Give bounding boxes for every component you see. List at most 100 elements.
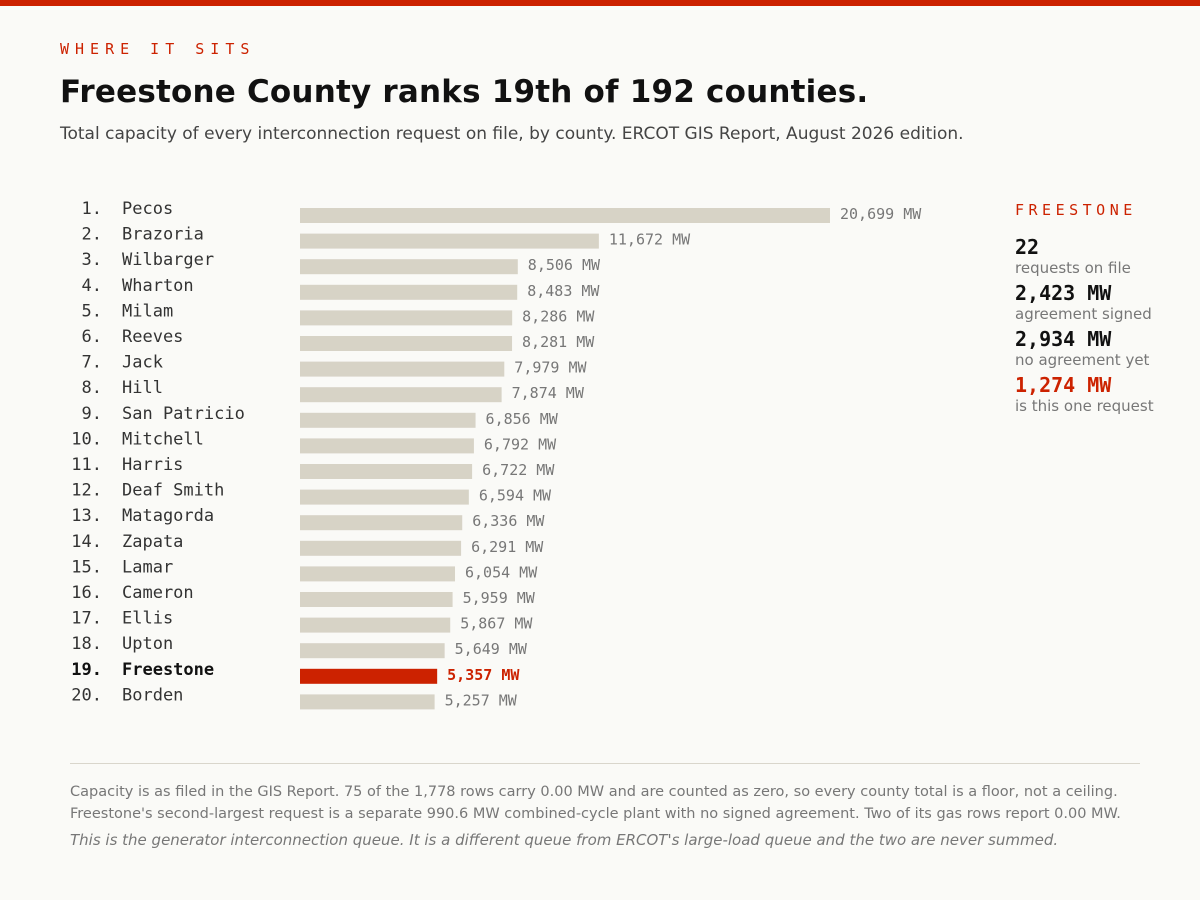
bar	[300, 540, 462, 556]
stat-block: 2,423 MW agreement signed	[1015, 281, 1195, 323]
county-label: Deaf Smith	[122, 481, 224, 501]
value-label: 7,874 MW	[512, 384, 585, 402]
value-label: 20,699 MW	[840, 205, 922, 223]
value-label: 8,281 MW	[522, 333, 595, 351]
county-label: Mitchell	[122, 429, 204, 449]
county-label: Harris	[122, 455, 183, 475]
value-label: 6,856 MW	[486, 410, 559, 428]
bar	[300, 361, 505, 377]
stat-unsigned-label: no agreement yet	[1015, 351, 1150, 369]
bar	[300, 438, 474, 454]
rank-label: 1.	[82, 199, 102, 219]
value-label: 8,286 MW	[522, 307, 595, 325]
value-label: 11,672 MW	[609, 231, 691, 249]
stat-block: 2,934 MW no agreement yet	[1015, 327, 1195, 369]
bar	[300, 592, 453, 607]
footer-divider	[70, 763, 1140, 764]
bar	[300, 412, 476, 428]
value-label: 8,506 MW	[528, 256, 601, 274]
footnote-freestone: Freestone's second-largest request is a …	[70, 806, 1121, 822]
stat-signed-label: agreement signed	[1015, 305, 1152, 323]
top-accent-bar	[0, 0, 1200, 6]
county-capacity-bar-chart: 1. Pecos 20,699 MW 2. Brazoria 11,672 MW 3. Wil…	[71, 199, 922, 710]
value-label: 6,054 MW	[465, 563, 538, 581]
bar	[300, 643, 445, 659]
bar	[300, 284, 518, 300]
county-label: San Patricio	[122, 404, 245, 424]
county-label: Wharton	[122, 276, 194, 296]
rank-label: 12.	[71, 481, 102, 501]
value-label: 6,336 MW	[472, 512, 545, 530]
county-label: Matagorda	[122, 506, 214, 526]
county-label: Hill	[122, 378, 163, 398]
county-label: Pecos	[122, 199, 173, 219]
rank-label: 20.	[71, 685, 102, 705]
bar	[300, 464, 473, 479]
rank-label: 8.	[82, 378, 102, 398]
bar	[300, 310, 513, 326]
county-label: Cameron	[122, 583, 194, 603]
rank-label: 16.	[71, 583, 102, 603]
rank-label: 18.	[71, 634, 102, 654]
county-label: Wilbarger	[122, 250, 214, 270]
rank-label: 19.	[71, 660, 102, 680]
bar	[300, 694, 435, 710]
rank-label: 9.	[82, 404, 102, 424]
rank-label: 15.	[71, 557, 102, 577]
stat-single-request-value: 1,274 MW	[1015, 373, 1112, 397]
rank-label: 5.	[82, 301, 102, 321]
value-label: 6,291 MW	[471, 538, 544, 556]
rank-label: 17.	[71, 609, 102, 629]
county-label: Borden	[122, 685, 183, 705]
value-label: 5,959 MW	[463, 589, 536, 607]
rank-label: 14.	[71, 532, 102, 552]
freestone-sidebar: FREESTONE 22 requests on file 2,423 MW a…	[1015, 201, 1195, 415]
bar	[300, 233, 599, 249]
county-label: Upton	[122, 634, 173, 654]
footnote-queue: This is the generator interconnection qu…	[70, 831, 1059, 849]
bar	[300, 336, 513, 351]
footnote-capacity: Capacity is as filed in the GIS Report. …	[70, 784, 1118, 800]
chart-subtitle: Total capacity of every interconnection …	[60, 124, 964, 144]
rank-label: 10.	[71, 429, 102, 449]
rank-label: 11.	[71, 455, 102, 475]
county-label: Freestone	[122, 660, 214, 680]
chart-title: Freestone County ranks 19th of 192 count…	[60, 74, 869, 110]
county-label: Brazoria	[122, 225, 204, 245]
stat-unsigned-value: 2,934 MW	[1015, 327, 1112, 351]
value-label: 5,257 MW	[445, 691, 518, 709]
bar	[300, 566, 456, 582]
rank-label: 3.	[82, 250, 102, 270]
highlight-bar	[300, 668, 438, 684]
stat-requests-value: 22	[1015, 235, 1040, 259]
bar	[300, 208, 830, 223]
rank-label: 4.	[82, 276, 102, 296]
value-label: 6,792 MW	[484, 435, 557, 453]
stat-signed-value: 2,423 MW	[1015, 281, 1112, 305]
stat-single-request-label: is this one request	[1015, 397, 1154, 415]
value-label: 8,483 MW	[527, 282, 600, 300]
value-label: 5,867 MW	[460, 615, 533, 633]
sidebar-heading: FREESTONE	[1015, 201, 1137, 219]
stat-requests-label: requests on file	[1015, 259, 1131, 277]
county-label: Ellis	[122, 609, 173, 629]
value-label: 6,722 MW	[482, 461, 555, 479]
bar	[300, 387, 502, 403]
bar	[300, 617, 451, 633]
county-label: Lamar	[122, 557, 173, 577]
bar	[300, 515, 463, 531]
county-label: Jack	[122, 353, 163, 373]
value-label: 6,594 MW	[479, 487, 552, 505]
bar	[300, 259, 518, 275]
value-label: 5,357 MW	[447, 666, 520, 684]
rank-label: 7.	[82, 353, 102, 373]
section-kicker: WHERE IT SITS	[60, 40, 256, 58]
rank-label: 2.	[82, 225, 102, 245]
rank-label: 13.	[71, 506, 102, 526]
county-label: Milam	[122, 301, 173, 321]
value-label: 7,979 MW	[514, 359, 587, 377]
stat-block: 22 requests on file	[1015, 235, 1195, 277]
bar	[300, 489, 469, 505]
county-label: Zapata	[122, 532, 183, 552]
rank-label: 6.	[82, 327, 102, 347]
